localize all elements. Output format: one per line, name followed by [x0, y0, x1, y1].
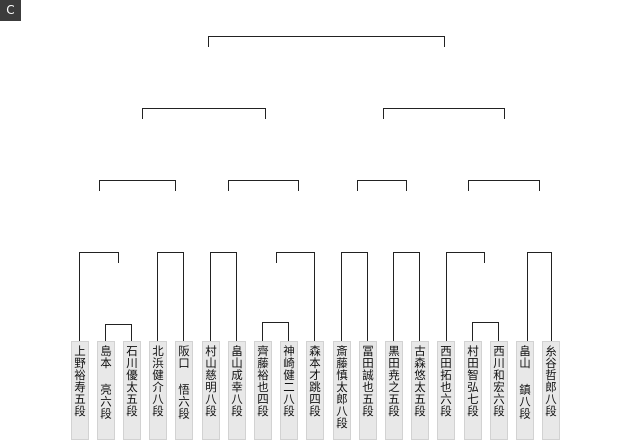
bracket-line-r1-4 — [276, 252, 315, 341]
bracket-line-r1-8 — [527, 252, 552, 341]
bracket-line-final — [208, 36, 445, 47]
player-entry[interactable]: 糸谷哲郎八段 — [542, 341, 560, 440]
bracket-line-r1-3 — [210, 252, 237, 341]
bracket-line-r3-2 — [383, 108, 505, 119]
player-entry[interactable]: 畠山 鎮八段 — [516, 341, 534, 440]
player-entry[interactable]: 斎藤慎太郎八段 — [333, 341, 351, 440]
player-entry[interactable]: 上野裕寿五段 — [71, 341, 89, 440]
player-entry[interactable]: 阪口 悟六段 — [175, 341, 193, 440]
bracket-line-r1-5 — [341, 252, 368, 341]
bracket-line-r2-4 — [468, 180, 540, 191]
bracket-line-r2-1 — [99, 180, 176, 191]
player-entry[interactable]: 村田智弘七段 — [464, 341, 482, 440]
player-entry[interactable]: 西川和宏六段 — [490, 341, 508, 440]
bracket-line-prelim-2 — [262, 322, 289, 341]
bracket-line-r2-2 — [228, 180, 299, 191]
player-entry[interactable]: 西田拓也六段 — [437, 341, 455, 440]
bracket-line-r2-3 — [357, 180, 407, 191]
player-entry[interactable]: 古森悠太五段 — [411, 341, 429, 440]
player-entry[interactable]: 森本才跳四段 — [306, 341, 324, 440]
bracket-line-r3-1 — [142, 108, 266, 119]
player-entry[interactable]: 北浜健介八段 — [149, 341, 167, 440]
bracket-line-r1-7 — [446, 252, 485, 341]
player-entry[interactable]: 齊藤裕也四段 — [254, 341, 272, 440]
bracket-line-prelim-1 — [105, 324, 132, 341]
bracket-line-r1-1 — [79, 252, 119, 341]
player-entry[interactable]: 神崎健二八段 — [280, 341, 298, 440]
bracket-line-r1-6 — [393, 252, 420, 341]
bracket-line-r1-2 — [157, 252, 184, 341]
corner-tab[interactable]: C — [0, 0, 21, 21]
player-entry[interactable]: 畠山成幸八段 — [228, 341, 246, 440]
player-entry[interactable]: 石川優太五段 — [123, 341, 141, 440]
bracket-line-prelim-3 — [472, 322, 499, 341]
player-entry[interactable]: 冨田誠也五段 — [359, 341, 377, 440]
player-entry[interactable]: 島本 亮六段 — [97, 341, 115, 440]
player-entry[interactable]: 黒田尭之五段 — [385, 341, 403, 440]
player-entry[interactable]: 村山慈明八段 — [202, 341, 220, 440]
